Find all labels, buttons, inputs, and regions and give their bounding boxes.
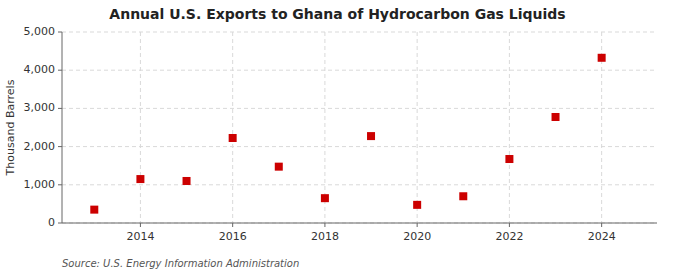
y-axis-line: [62, 32, 63, 223]
x-grid-line: [509, 32, 510, 223]
y-grid-line: [62, 146, 657, 147]
x-grid-line: [140, 32, 141, 223]
point: [367, 132, 375, 140]
x-tick-label: 2016: [219, 230, 247, 243]
y-tick-label: 3,000: [24, 101, 56, 114]
title: Annual U.S. Exports to Ghana of Hydrocar…: [109, 6, 565, 22]
y-tick-label: 5,000: [24, 25, 56, 38]
x-tick-label: 2024: [588, 230, 616, 243]
y-axis-label: Thousand Barrels: [4, 79, 17, 176]
x-tick: [509, 223, 510, 227]
point: [183, 177, 191, 185]
y-tick: [58, 223, 62, 224]
chart: 01,0002,0003,0004,0005,00020142016201820…: [0, 0, 675, 275]
y-grid-line: [62, 108, 657, 109]
y-tick: [58, 32, 62, 33]
x-grid-line: [417, 32, 418, 223]
y-tick: [58, 70, 62, 71]
x-tick: [601, 223, 602, 227]
point: [90, 206, 98, 214]
y-grid-line: [62, 70, 657, 71]
y-tick-label: 0: [48, 216, 55, 229]
point: [598, 54, 606, 62]
point: [136, 175, 144, 183]
point: [505, 155, 513, 163]
y-grid-line: [62, 184, 657, 185]
y-grid-line: [62, 223, 657, 224]
x-tick-label: 2014: [126, 230, 154, 243]
x-tick: [417, 223, 418, 227]
x-tick: [140, 223, 141, 227]
y-tick-label: 1,000: [24, 178, 56, 191]
x-tick: [232, 223, 233, 227]
x-tick-label: 2022: [495, 230, 523, 243]
point: [275, 163, 283, 171]
point: [229, 134, 237, 142]
y-tick: [58, 184, 62, 185]
point: [459, 192, 467, 200]
y-ticks: 0 1,000 2,000 3,000 4,000 5,000: [24, 25, 63, 229]
point: [413, 201, 421, 209]
points: [90, 54, 605, 214]
x-ticks: 2014 2016 2018 2020 2022 2024: [126, 223, 615, 243]
source-note: Source: U.S. Energy Information Administ…: [62, 258, 299, 269]
y-tick: [58, 146, 62, 147]
x-tick-label: 2020: [403, 230, 431, 243]
y-tick-label: 4,000: [24, 63, 56, 76]
x-grid-line: [232, 32, 233, 223]
x-axis-line: [62, 223, 657, 224]
y-grid-line: [62, 32, 657, 33]
point: [552, 113, 560, 121]
y-tick-label: 2,000: [24, 140, 56, 153]
x-tick: [324, 223, 325, 227]
x-tick-label: 2018: [311, 230, 339, 243]
grid: [62, 32, 657, 223]
point: [321, 194, 329, 202]
y-tick: [58, 108, 62, 109]
